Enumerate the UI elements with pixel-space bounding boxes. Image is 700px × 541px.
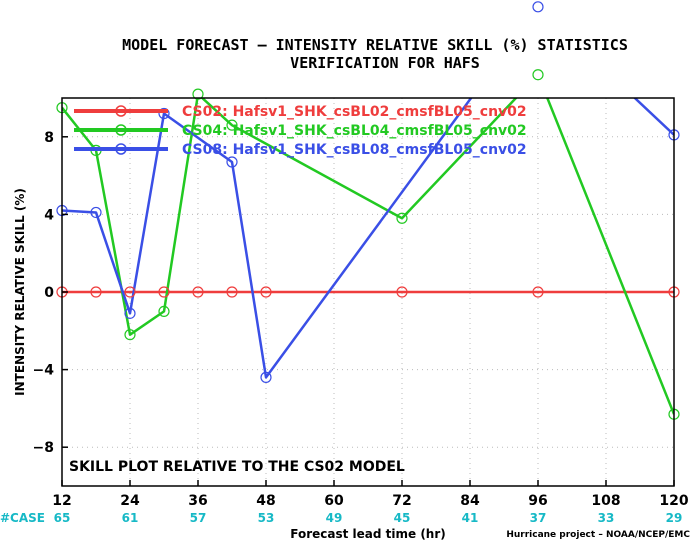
x-axis-ticks: 12 24 36 48 60 72 84 96 108 120 [52,480,689,509]
series-markers [56,1,680,420]
data-point [396,286,408,298]
x-tick-label: 120 [659,493,688,509]
credit-text: Hurricane project – NOAA/NCEP/EMC [506,530,690,540]
x-axis-label: Forecast lead time (hr) [290,527,446,541]
x-tick-label: 108 [591,493,620,509]
case-count: 37 [530,511,547,525]
legend-label: CS04: Hafsv1_SHK_csBL04_cmsfBL05_cnv02 [182,123,527,139]
x-tick-label: 84 [460,493,480,509]
data-point [532,69,544,81]
legend: CS02: Hafsv1_SHK_csBL02_cmsfBL05_cnv02 CS… [74,104,527,158]
data-point [124,307,136,319]
x-tick-label: 48 [256,493,275,509]
case-count: 57 [190,511,207,525]
y-tick-label: −4 [33,363,55,379]
data-point [124,329,136,341]
case-count: 61 [122,511,139,525]
x-tick-label: 72 [392,493,411,509]
legend-label: CS08: Hafsv1_SHK_csBL08_cmsfBL05_cnv02 [182,142,527,158]
series-line-2 [62,98,674,415]
data-point [192,88,204,100]
legend-marker [115,124,127,136]
case-counts: 65 61 57 53 49 45 41 37 33 29 [54,511,683,525]
y-tick-label: 0 [44,285,54,301]
data-point [226,119,238,131]
data-point [90,286,102,298]
chart-title-line2: VERIFICATION FOR HAFS [290,54,480,72]
case-count: 53 [258,511,275,525]
y-tick-label: 4 [44,207,54,223]
x-tick-label: 96 [528,493,547,509]
legend-marker [115,105,127,117]
data-point [192,286,204,298]
case-count: 45 [394,511,411,525]
data-point [226,156,238,168]
x-tick-label: 36 [188,493,207,509]
legend-label: CS02: Hafsv1_SHK_csBL02_cmsfBL05_cnv02 [182,104,527,120]
x-tick-label: 12 [52,493,71,509]
case-count: 33 [598,511,615,525]
legend-marker [115,143,127,155]
chart-title-line1: MODEL FORECAST – INTENSITY RELATIVE SKIL… [122,36,628,54]
case-count: 49 [326,511,343,525]
case-count: 41 [462,511,479,525]
series-lines [62,98,674,415]
data-point [124,286,136,298]
series-line-3 [62,98,674,379]
case-row-label: #CASE [0,511,45,525]
y-axis-ticks: −8 −4 0 4 8 [33,130,68,456]
data-point [158,305,170,317]
data-point [532,286,544,298]
data-point [158,286,170,298]
data-point [226,286,238,298]
x-tick-label: 24 [120,493,140,509]
data-point [260,371,272,383]
case-count: 65 [54,511,71,525]
data-point [158,107,170,120]
data-point [396,212,408,224]
y-tick-label: −8 [33,440,54,456]
y-tick-label: 8 [44,130,54,146]
y-axis-label: INTENSITY RELATIVE SKILL (%) [13,188,27,396]
case-count: 29 [666,511,683,525]
data-point [532,1,544,13]
data-point [90,206,102,219]
data-point [260,286,272,298]
x-tick-label: 60 [324,493,344,509]
skill-annotation: SKILL PLOT RELATIVE TO THE CS02 MODEL [69,459,405,475]
